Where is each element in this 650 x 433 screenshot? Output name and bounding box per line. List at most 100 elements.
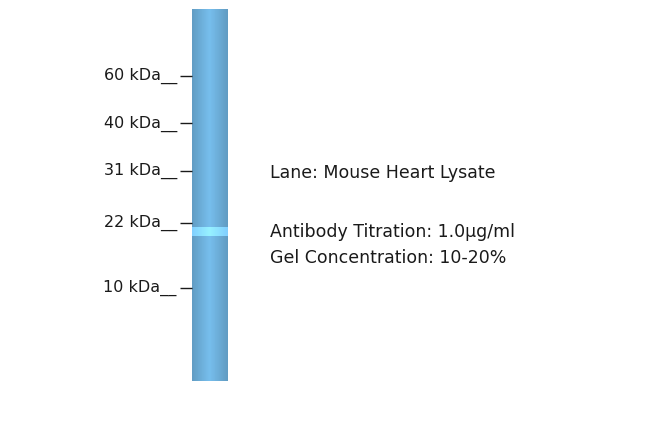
Bar xyxy=(205,9,206,381)
Bar xyxy=(192,227,193,236)
Bar xyxy=(206,9,207,381)
Bar xyxy=(216,9,218,381)
Bar xyxy=(194,227,195,236)
Bar xyxy=(194,9,195,381)
Bar xyxy=(209,9,211,381)
Bar xyxy=(207,9,208,381)
Text: 40 kDa__: 40 kDa__ xyxy=(103,115,177,132)
Bar xyxy=(227,227,228,236)
Bar xyxy=(219,9,220,381)
Bar xyxy=(198,9,199,381)
Text: 60 kDa__: 60 kDa__ xyxy=(103,68,177,84)
Bar xyxy=(224,9,225,381)
Bar xyxy=(199,227,200,236)
Bar xyxy=(210,227,211,236)
Bar xyxy=(226,9,227,381)
Bar xyxy=(221,227,222,236)
Bar xyxy=(210,9,211,381)
Bar xyxy=(222,9,223,381)
Bar xyxy=(201,9,202,381)
Bar xyxy=(200,9,201,381)
Bar xyxy=(198,9,199,381)
Bar xyxy=(195,227,196,236)
Bar xyxy=(227,9,228,381)
Bar xyxy=(225,227,226,236)
Bar xyxy=(212,227,213,236)
Bar xyxy=(198,227,199,236)
Bar xyxy=(200,227,201,236)
Bar xyxy=(197,9,198,381)
Bar xyxy=(205,9,207,381)
Bar xyxy=(206,227,207,236)
Bar xyxy=(204,227,205,236)
Bar xyxy=(218,227,219,236)
Bar xyxy=(205,227,207,236)
Text: Lane: Mouse Heart Lysate: Lane: Mouse Heart Lysate xyxy=(270,164,495,182)
Bar xyxy=(200,9,201,381)
Text: 22 kDa__: 22 kDa__ xyxy=(103,215,177,231)
Bar xyxy=(198,227,199,236)
Bar xyxy=(204,9,205,381)
Bar xyxy=(211,9,212,381)
Bar xyxy=(209,227,210,236)
Bar xyxy=(221,227,222,236)
Bar xyxy=(202,227,203,236)
Bar xyxy=(208,227,209,236)
Bar xyxy=(207,227,208,236)
Bar xyxy=(196,9,197,381)
Bar xyxy=(203,9,204,381)
Bar xyxy=(226,227,227,236)
Text: Antibody Titration: 1.0μg/ml: Antibody Titration: 1.0μg/ml xyxy=(270,223,515,241)
Text: 10 kDa__: 10 kDa__ xyxy=(103,280,177,296)
Bar xyxy=(209,227,211,236)
Bar xyxy=(203,227,204,236)
Bar xyxy=(213,227,214,236)
Bar xyxy=(215,227,216,236)
Bar xyxy=(208,227,209,236)
Bar xyxy=(218,9,219,381)
Bar xyxy=(222,9,224,381)
Bar xyxy=(225,9,226,381)
Bar xyxy=(223,227,224,236)
Bar xyxy=(214,227,215,236)
Bar xyxy=(220,227,221,236)
Bar xyxy=(202,9,203,381)
Bar xyxy=(197,9,198,381)
Bar xyxy=(222,227,224,236)
Bar xyxy=(216,9,217,381)
Bar xyxy=(204,9,205,381)
Bar xyxy=(218,9,219,381)
Bar xyxy=(208,9,209,381)
Bar xyxy=(215,9,216,381)
Bar xyxy=(215,227,216,236)
Bar xyxy=(218,227,219,236)
Bar xyxy=(195,9,196,381)
Bar xyxy=(199,9,200,381)
Bar xyxy=(208,9,209,381)
Bar xyxy=(204,227,205,236)
Bar xyxy=(211,227,212,236)
Text: Gel Concentration: 10-20%: Gel Concentration: 10-20% xyxy=(270,249,506,267)
Bar xyxy=(201,227,202,236)
Bar xyxy=(227,9,228,381)
Bar xyxy=(215,9,216,381)
Bar xyxy=(211,9,212,381)
Bar xyxy=(192,227,194,236)
Bar xyxy=(222,227,223,236)
Bar xyxy=(200,227,201,236)
Bar xyxy=(224,9,225,381)
Bar xyxy=(192,9,194,381)
Bar xyxy=(194,9,195,381)
Bar xyxy=(227,227,228,236)
Bar xyxy=(195,9,196,381)
Bar xyxy=(221,9,222,381)
Bar xyxy=(221,9,222,381)
Bar xyxy=(213,9,214,381)
Bar xyxy=(193,227,194,236)
Bar xyxy=(224,227,225,236)
Bar xyxy=(214,9,215,381)
Bar xyxy=(201,9,202,381)
Bar xyxy=(211,227,212,236)
Bar xyxy=(216,227,217,236)
Bar xyxy=(219,227,220,236)
